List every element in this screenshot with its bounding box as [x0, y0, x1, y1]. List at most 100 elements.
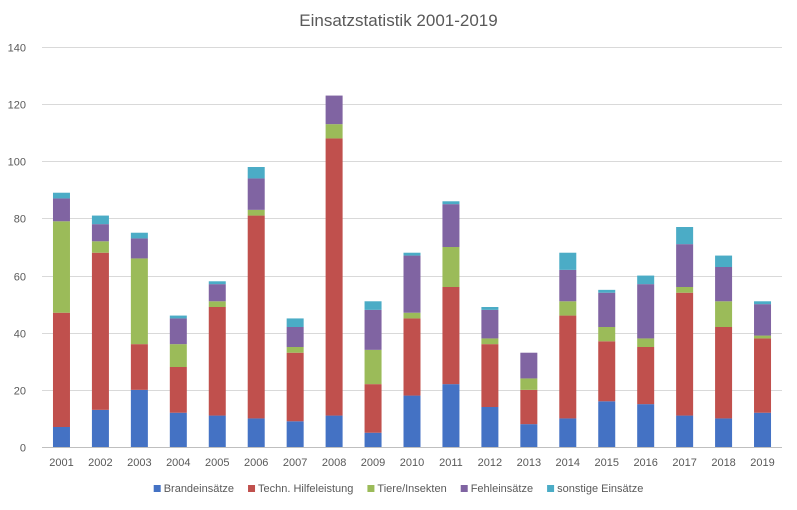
bar-2018-series-4: [715, 255, 733, 267]
bar-2010-series-4: [403, 252, 421, 256]
x-tick-label: 2017: [672, 457, 696, 469]
bar-2009-series-4: [364, 301, 382, 310]
bar-2007-series-4: [286, 318, 304, 327]
bar-2011-series-2: [442, 247, 460, 287]
x-tick-label: 2009: [361, 457, 385, 469]
bar-2015-series-4: [598, 289, 616, 293]
bar-2018-series-0: [715, 418, 733, 447]
legend-label: sonstige Einsätze: [557, 483, 643, 495]
bar-2001-series-2: [52, 221, 70, 313]
bar-2013-series-3: [520, 352, 538, 379]
bar-2005-series-1: [208, 307, 226, 416]
legend-label: Tiere/Insekten: [377, 483, 446, 495]
bar-2002-series-1: [91, 252, 109, 410]
bar-2009-series-1: [364, 384, 382, 433]
bar-2010-series-2: [403, 312, 421, 319]
bar-2015-series-0: [598, 401, 616, 447]
bar-2006-series-4: [247, 167, 265, 179]
bar-2001-series-0: [52, 427, 70, 447]
legend-swatch: [248, 485, 256, 492]
y-axis-ticks: 0 20 40 60 80 100 120 140: [8, 43, 26, 455]
x-tick-label: 2016: [633, 457, 657, 469]
bar-2009-series-0: [364, 432, 382, 447]
x-tick-label: 2003: [127, 457, 151, 469]
bar-2008-series-3: [325, 95, 343, 125]
y-tick-label: 40: [14, 329, 26, 341]
x-tick-label: 2012: [478, 457, 502, 469]
bar-2019-series-4: [754, 301, 772, 305]
bar-2019-series-2: [754, 335, 772, 339]
y-tick-label: 80: [14, 214, 26, 226]
bar-2011-series-0: [442, 384, 460, 447]
bar-2001-series-1: [52, 312, 70, 427]
bar-2017-series-1: [676, 292, 694, 416]
bar-2013-series-2: [520, 378, 538, 390]
bar-2006-series-3: [247, 178, 265, 210]
bar-2007-series-3: [286, 327, 304, 347]
bar-2008-series-0: [325, 415, 343, 447]
x-tick-label: 2001: [49, 457, 73, 469]
bar-2012-series-2: [481, 338, 499, 345]
bar-2017-series-2: [676, 287, 694, 293]
bar-2012-series-3: [481, 309, 499, 339]
y-tick-label: 20: [14, 386, 26, 398]
x-tick-label: 2013: [517, 457, 541, 469]
bar-2002-series-0: [91, 409, 109, 447]
bar-2001-series-3: [52, 198, 70, 222]
bar-2016-series-1: [637, 347, 655, 405]
bar-2003-series-0: [130, 389, 148, 447]
x-tick-label: 2002: [88, 457, 112, 469]
bar-2005-series-0: [208, 415, 226, 447]
bar-2011-series-4: [442, 201, 460, 205]
x-tick-label: 2015: [594, 457, 618, 469]
bar-2003-series-4: [130, 232, 148, 239]
bar-2011-series-1: [442, 287, 460, 385]
bar-2007-series-2: [286, 347, 304, 353]
y-tick-label: 140: [8, 43, 26, 55]
bar-2015-series-1: [598, 341, 616, 402]
bar-2014-series-1: [559, 315, 577, 419]
bar-2005-series-2: [208, 301, 226, 307]
bar-2019-series-3: [754, 304, 772, 336]
y-tick-label: 60: [14, 272, 26, 284]
bar-2007-series-0: [286, 421, 304, 447]
bar-2011-series-3: [442, 204, 460, 247]
bar-2013-series-1: [520, 389, 538, 425]
x-tick-label: 2019: [750, 457, 774, 469]
y-tick-label: 0: [20, 443, 26, 455]
bar-2014-series-2: [559, 301, 577, 316]
legend-label: Brandeinsätze: [164, 483, 234, 495]
x-tick-label: 2007: [283, 457, 307, 469]
bar-2012-series-1: [481, 344, 499, 407]
bar-2017-series-4: [676, 227, 694, 245]
legend-label: Fehleinsätze: [471, 483, 533, 495]
bar-2016-series-2: [637, 338, 655, 347]
bar-2002-series-4: [91, 215, 109, 225]
legend-swatch: [367, 485, 375, 492]
bar-2004-series-1: [169, 367, 187, 413]
y-tick-label: 120: [8, 100, 26, 112]
bar-2005-series-4: [208, 281, 226, 285]
x-tick-label: 2018: [711, 457, 735, 469]
x-tick-label: 2006: [244, 457, 268, 469]
bar-2016-series-0: [637, 404, 655, 447]
bar-2018-series-3: [715, 267, 733, 302]
bar-2014-series-0: [559, 418, 577, 447]
bar-2012-series-0: [481, 407, 499, 447]
bar-2018-series-2: [715, 301, 733, 327]
bar-2014-series-3: [559, 269, 577, 302]
bar-2014-series-4: [559, 252, 577, 270]
bar-2012-series-4: [481, 307, 499, 310]
bar-2016-series-3: [637, 284, 655, 339]
bar-2015-series-2: [598, 327, 616, 342]
bar-2017-series-3: [676, 244, 694, 287]
bar-2008-series-1: [325, 138, 343, 416]
x-tick-label: 2004: [166, 457, 190, 469]
bar-2002-series-2: [91, 241, 109, 253]
bar-2010-series-0: [403, 395, 421, 447]
bar-2006-series-0: [247, 418, 265, 447]
bar-2010-series-3: [403, 255, 421, 313]
legend-label: Techn. Hilfeleistung: [258, 483, 353, 495]
